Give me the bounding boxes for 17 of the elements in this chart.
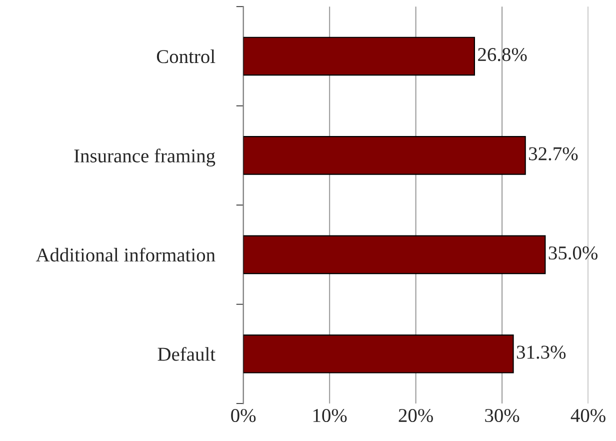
bar xyxy=(243,136,526,175)
x-tick-label: 20% xyxy=(398,408,433,422)
bar xyxy=(243,36,475,76)
x-tick-label: 0% xyxy=(231,408,256,422)
y-tick-label: Additional information xyxy=(36,248,216,262)
bar xyxy=(243,235,546,274)
y-tick-label: Insurance framing xyxy=(74,148,216,166)
data-label: 26.8% xyxy=(478,48,527,62)
x-tick-label: 30% xyxy=(485,408,520,422)
x-tick-label: 40% xyxy=(570,408,606,422)
data-label: 31.3% xyxy=(516,346,566,359)
bar xyxy=(243,334,514,374)
data-label: 35.0% xyxy=(548,246,598,260)
y-tick-label: Control xyxy=(156,49,216,64)
data-label: 32.7% xyxy=(529,147,578,160)
y-tick-label: Default xyxy=(158,346,216,361)
x-tick-label: 10% xyxy=(313,408,347,422)
